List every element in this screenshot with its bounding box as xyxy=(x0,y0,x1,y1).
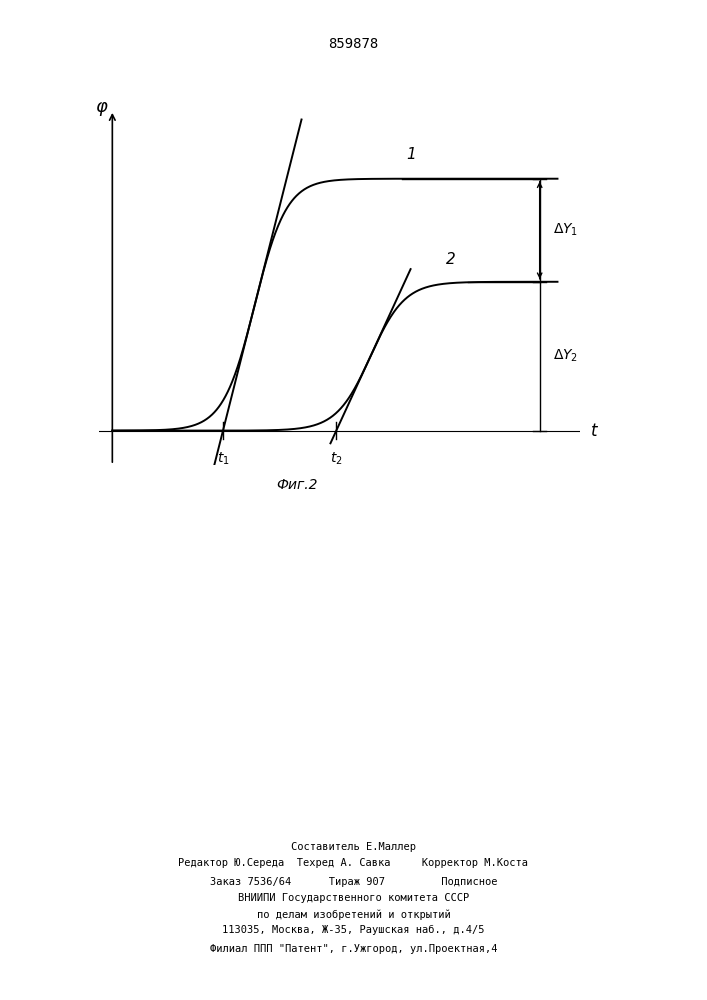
Text: ВНИИПИ Государственного комитета СССР: ВНИИПИ Государственного комитета СССР xyxy=(238,893,469,903)
Text: φ: φ xyxy=(95,98,107,116)
Text: 1: 1 xyxy=(406,147,416,162)
Text: Составитель Е.Маллер: Составитель Е.Маллер xyxy=(291,842,416,852)
Text: Заказ 7536/64      Тираж 907         Подписное: Заказ 7536/64 Тираж 907 Подписное xyxy=(210,877,497,887)
Text: Фиг.2: Фиг.2 xyxy=(276,478,317,492)
Text: $\Delta Y_2$: $\Delta Y_2$ xyxy=(553,348,578,364)
Text: по делам изобретений и открытий: по делам изобретений и открытий xyxy=(257,909,450,920)
Text: t: t xyxy=(591,422,597,440)
Text: Филиал ППП "Патент", г.Ужгород, ул.Проектная,4: Филиал ППП "Патент", г.Ужгород, ул.Проек… xyxy=(210,944,497,954)
Text: 2: 2 xyxy=(446,252,456,267)
Text: $t_1$: $t_1$ xyxy=(216,451,229,467)
Text: $\Delta Y_1$: $\Delta Y_1$ xyxy=(553,222,578,238)
Text: 113035, Москва, Ж-35, Раушская наб., д.4/5: 113035, Москва, Ж-35, Раушская наб., д.4… xyxy=(222,925,485,935)
Text: $t_2$: $t_2$ xyxy=(330,451,343,467)
Text: Редактор Ю.Середа  Техред А. Савка     Корректор М.Коста: Редактор Ю.Середа Техред А. Савка Коррек… xyxy=(178,858,529,868)
Text: 859878: 859878 xyxy=(328,37,379,51)
